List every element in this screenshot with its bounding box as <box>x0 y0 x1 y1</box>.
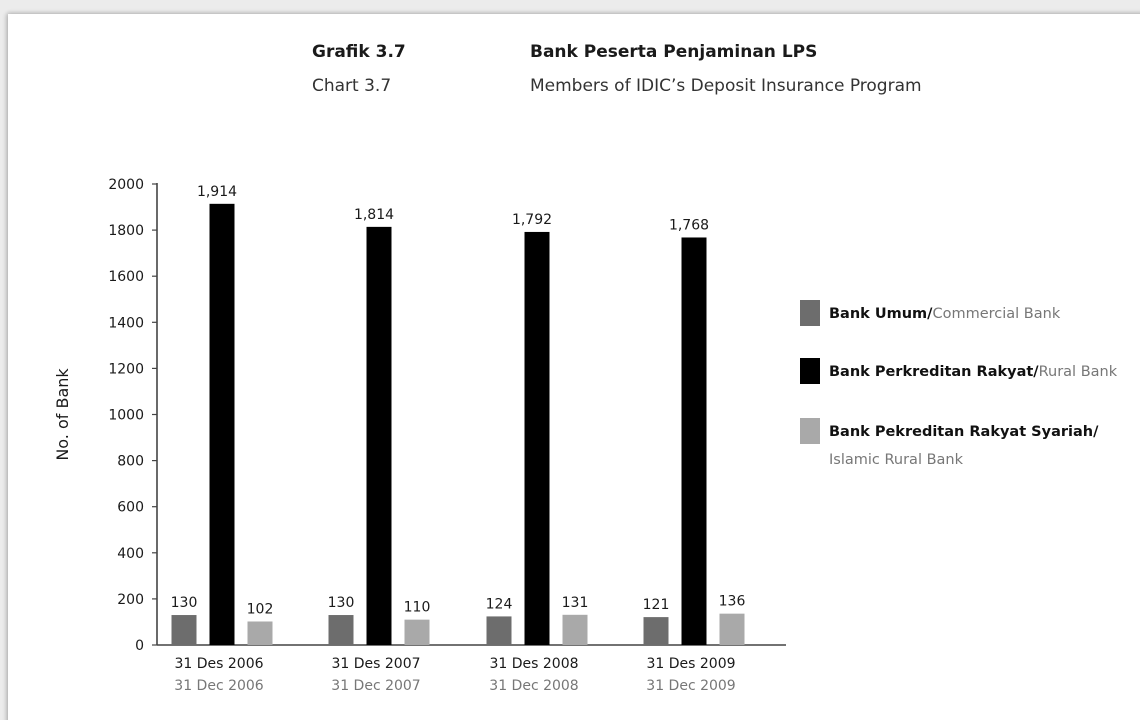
legend-swatch-islamic-rural-bank <box>800 418 820 444</box>
bar <box>328 615 354 645</box>
y-tick-label: 1200 <box>108 361 144 377</box>
data-label: 1,914 <box>197 184 237 200</box>
y-tick-label: 2000 <box>108 177 144 193</box>
bar <box>209 203 235 645</box>
bar <box>719 613 745 645</box>
y-tick-label: 1800 <box>108 223 144 239</box>
y-tick-label: 1000 <box>108 408 144 424</box>
x-tick-label-en: 31 Dec 2006 <box>174 678 264 694</box>
data-label: 130 <box>328 595 355 611</box>
y-tick-label: 600 <box>117 500 144 516</box>
y-tick-label: 0 <box>135 638 144 654</box>
chart-page <box>8 14 1140 720</box>
legend-label-commercial-bank-en: Commercial Bank <box>932 306 1061 322</box>
y-tick-label: 800 <box>117 454 144 470</box>
chart-number-id: Grafik 3.7 <box>312 42 406 62</box>
y-tick-label: 400 <box>117 546 144 562</box>
data-label: 1,792 <box>512 212 552 228</box>
x-tick-label-en: 31 Dec 2009 <box>646 678 735 694</box>
bar <box>171 615 197 645</box>
legend-label-commercial-bank-id: Bank Umum/ <box>829 306 933 322</box>
chart-title-id: Bank Peserta Penjaminan LPS <box>530 42 818 62</box>
x-tick-label: 31 Des 2007 <box>331 656 420 672</box>
bar <box>643 617 669 645</box>
data-label: 136 <box>719 594 746 610</box>
bar <box>562 614 588 645</box>
legend-label-islamic-rural-bank-id: Bank Pekreditan Rakyat Syariah/ <box>829 424 1099 440</box>
data-label: 121 <box>643 597 670 613</box>
x-tick-label: 31 Des 2009 <box>646 656 735 672</box>
bar <box>404 619 430 645</box>
chart-number-en: Chart 3.7 <box>312 76 392 96</box>
bar <box>366 226 392 646</box>
data-label: 1,814 <box>354 207 394 223</box>
data-label: 130 <box>171 595 198 611</box>
data-label: 102 <box>247 601 274 617</box>
y-tick-label: 1600 <box>108 269 144 285</box>
legend-swatch-commercial-bank <box>800 300 820 326</box>
x-tick-label: 31 Des 2006 <box>174 656 263 672</box>
bar <box>524 231 550 645</box>
y-tick-label: 200 <box>117 592 144 608</box>
legend-swatch-rural-bank <box>800 358 820 384</box>
bar <box>681 237 707 645</box>
y-tick-label: 1400 <box>108 315 144 331</box>
chart-title-en: Members of IDIC’s Deposit Insurance Prog… <box>530 76 922 96</box>
x-tick-label: 31 Des 2008 <box>489 656 578 672</box>
x-tick-label-en: 31 Dec 2008 <box>489 678 578 694</box>
data-label: 131 <box>562 595 589 611</box>
data-label: 124 <box>486 596 513 612</box>
y-axis-label: No. of Bank <box>53 368 72 461</box>
data-label: 1,768 <box>669 217 709 233</box>
legend-label-islamic-rural-bank-en: Islamic Rural Bank <box>829 452 963 468</box>
bar <box>486 616 512 645</box>
x-tick-label-en: 31 Dec 2007 <box>331 678 420 694</box>
bar <box>247 621 273 645</box>
legend-label-rural-bank-en: Rural Bank <box>1038 364 1118 380</box>
legend-label-rural-bank-id: Bank Perkreditan Rakyat/ <box>829 364 1039 380</box>
data-label: 110 <box>404 600 431 616</box>
